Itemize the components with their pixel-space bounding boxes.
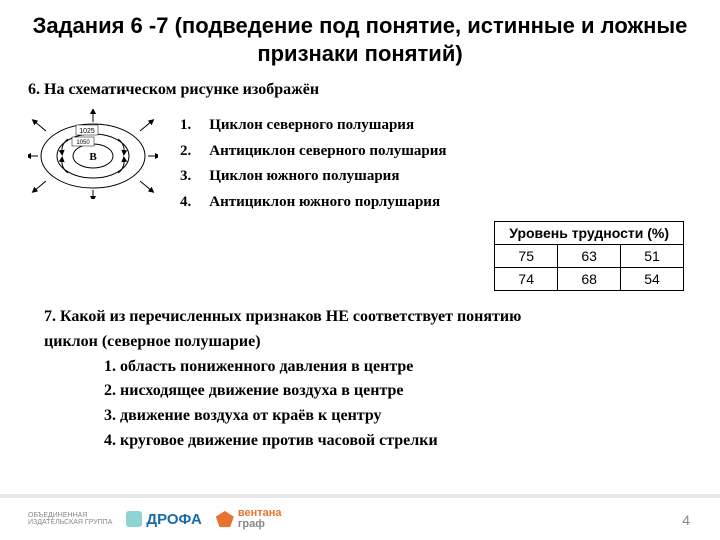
slide: Задания 6 -7 (подведение под понятие, ис…: [0, 0, 720, 540]
q7-opt: 3. движение воздуха от краёв к центру: [104, 404, 692, 429]
difficulty-table-wrap: Уровень трудности (%) 75 63 51 74 68 54: [28, 221, 684, 291]
q7-line2: циклон (северное полушарие): [44, 333, 261, 350]
opt-text: Циклон северного полушария: [209, 113, 446, 139]
table-cell: 54: [621, 268, 684, 291]
slide-title: Задания 6 -7 (подведение под понятие, ис…: [28, 12, 692, 67]
drofa-logo: ДРОФА: [126, 511, 201, 528]
drofa-text: ДРОФА: [146, 511, 201, 528]
table-row: 75 63 51: [495, 245, 684, 268]
drofa-icon: [126, 511, 142, 527]
footer-logos: ОБЪЕДИНЕННАЯИЗДАТЕЛЬСКАЯ ГРУППА ДРОФА ве…: [28, 508, 281, 530]
q7-line1: 7. Какой из перечисленных признаков НЕ с…: [44, 308, 521, 325]
difficulty-table: Уровень трудности (%) 75 63 51 74 68 54: [494, 221, 684, 291]
question-7-options: 1. область пониженного давления в центре…: [104, 355, 692, 454]
ventana-icon: [216, 511, 234, 527]
footer: ОБЪЕДИНЕННАЯИЗДАТЕЛЬСКАЯ ГРУППА ДРОФА ве…: [0, 498, 720, 540]
opt-num: 2.: [180, 139, 191, 165]
table-cell: 68: [558, 268, 621, 291]
q7-opt: 1. область пониженного давления в центре: [104, 355, 692, 380]
table-cell: 75: [495, 245, 558, 268]
ventana-logo: вентанаграф: [216, 508, 282, 530]
table-header: Уровень трудности (%): [495, 222, 684, 245]
table-row: 74 68 54: [495, 268, 684, 291]
table-cell: 74: [495, 268, 558, 291]
option-texts: Циклон северного полушария Антициклон се…: [209, 113, 446, 215]
opt-text: Циклон южного полушария: [209, 164, 446, 190]
question-7-prompt: 7. Какой из перечисленных признаков НЕ с…: [44, 305, 692, 355]
option-numbers: 1. 2. 3. 4.: [180, 113, 191, 215]
opt-num: 4.: [180, 190, 191, 216]
opt-text: Антициклон северного полушария: [209, 139, 446, 165]
q7-opt: 2. нисходящее движение воздуха в центре: [104, 379, 692, 404]
page-number: 4: [682, 512, 690, 528]
publisher-group-label: ОБЪЕДИНЕННАЯИЗДАТЕЛЬСКАЯ ГРУППА: [28, 512, 112, 526]
question-6-prompt: 6. На схематическом рисунке изображён: [28, 81, 692, 99]
opt-num: 3.: [180, 164, 191, 190]
question-6-options: 1. 2. 3. 4. Циклон северного полушария А…: [180, 109, 447, 215]
cyclone-diagram: 1025 1050 В: [28, 109, 158, 199]
opt-text: Антициклон южного порлушария: [209, 190, 446, 216]
opt-num: 1.: [180, 113, 191, 139]
q7-opt: 4. круговое движение против часовой стре…: [104, 429, 692, 454]
ventana-text: вентанаграф: [238, 508, 282, 530]
table-cell: 51: [621, 245, 684, 268]
question-6-row: 1025 1050 В 1. 2. 3. 4. Циклон северного…: [28, 109, 692, 215]
pressure-label-1050: 1050: [76, 140, 90, 146]
center-label: В: [89, 151, 97, 163]
table-cell: 63: [558, 245, 621, 268]
pressure-label-1025: 1025: [79, 128, 95, 135]
